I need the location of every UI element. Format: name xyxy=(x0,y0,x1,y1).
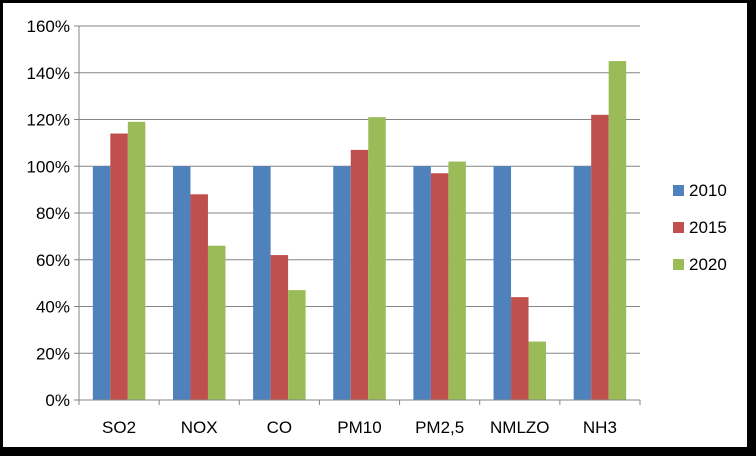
bar-co-2010 xyxy=(253,166,271,400)
x-axis-labels: SO2 NOX CO PM10 PM2,5 NMLZO NH3 xyxy=(102,418,617,437)
x-tick-label: SO2 xyxy=(102,418,136,437)
legend-label-2020: 2020 xyxy=(689,255,727,274)
bar-chart: 0% 20% 40% 60% 80% 100% 120% 140% 160% SO2 NOX CO P… xyxy=(27,17,727,437)
bar-so2-2010 xyxy=(92,166,111,400)
legend-swatch-2020 xyxy=(673,259,684,270)
bar-nh3-2020 xyxy=(608,61,627,400)
x-tick-label: PM10 xyxy=(337,418,381,437)
bar-pm10-2015 xyxy=(350,149,369,400)
legend-swatch-2010 xyxy=(673,185,684,196)
chart-frame: 0% 20% 40% 60% 80% 100% 120% 140% 160% SO2 NOX CO P… xyxy=(3,3,747,447)
y-tick-label: 20% xyxy=(36,344,70,363)
y-tick-label: 80% xyxy=(36,204,70,223)
y-tick-label: 160% xyxy=(27,17,70,36)
x-tick-label: NMLZO xyxy=(490,418,550,437)
bar-pm2-5-2010 xyxy=(413,166,431,400)
bar-nmlzo-2010 xyxy=(493,166,512,400)
y-tick-label: 60% xyxy=(36,251,70,270)
y-axis-labels: 0% 20% 40% 60% 80% 100% 120% 140% 160% xyxy=(27,17,70,410)
y-tick-label: 40% xyxy=(36,298,70,317)
x-tick-label: NOX xyxy=(181,418,218,437)
bars xyxy=(92,61,627,401)
bar-pm10-2010 xyxy=(333,166,351,400)
x-tick-label: NH3 xyxy=(583,418,617,437)
bar-pm10-2020 xyxy=(368,117,386,400)
y-tick-label: 140% xyxy=(27,64,70,83)
bar-nmlzo-2020 xyxy=(528,341,547,400)
x-tick-label: PM2,5 xyxy=(415,418,464,437)
x-tick-label: CO xyxy=(267,418,293,437)
bar-nmlzo-2015 xyxy=(511,297,529,400)
bar-nh3-2010 xyxy=(573,166,592,400)
bar-nox-2015 xyxy=(190,194,208,400)
legend-label-2010: 2010 xyxy=(689,181,727,200)
bar-so2-2020 xyxy=(127,121,146,401)
bar-pm2-5-2020 xyxy=(448,161,466,400)
legend-label-2015: 2015 xyxy=(689,218,727,237)
bar-pm2-5-2015 xyxy=(430,173,449,400)
legend: 2010 2015 2020 xyxy=(673,181,727,274)
legend-swatch-2015 xyxy=(673,222,684,233)
bar-co-2020 xyxy=(288,290,306,400)
bar-nox-2020 xyxy=(207,245,226,400)
bar-nox-2010 xyxy=(172,166,191,400)
y-tick-label: 120% xyxy=(27,111,70,130)
bar-nh3-2015 xyxy=(591,114,609,400)
y-tick-label: 100% xyxy=(27,157,70,176)
bar-co-2015 xyxy=(270,255,289,400)
bar-so2-2015 xyxy=(110,133,128,400)
axes xyxy=(74,25,641,405)
y-tick-label: 0% xyxy=(45,391,70,410)
